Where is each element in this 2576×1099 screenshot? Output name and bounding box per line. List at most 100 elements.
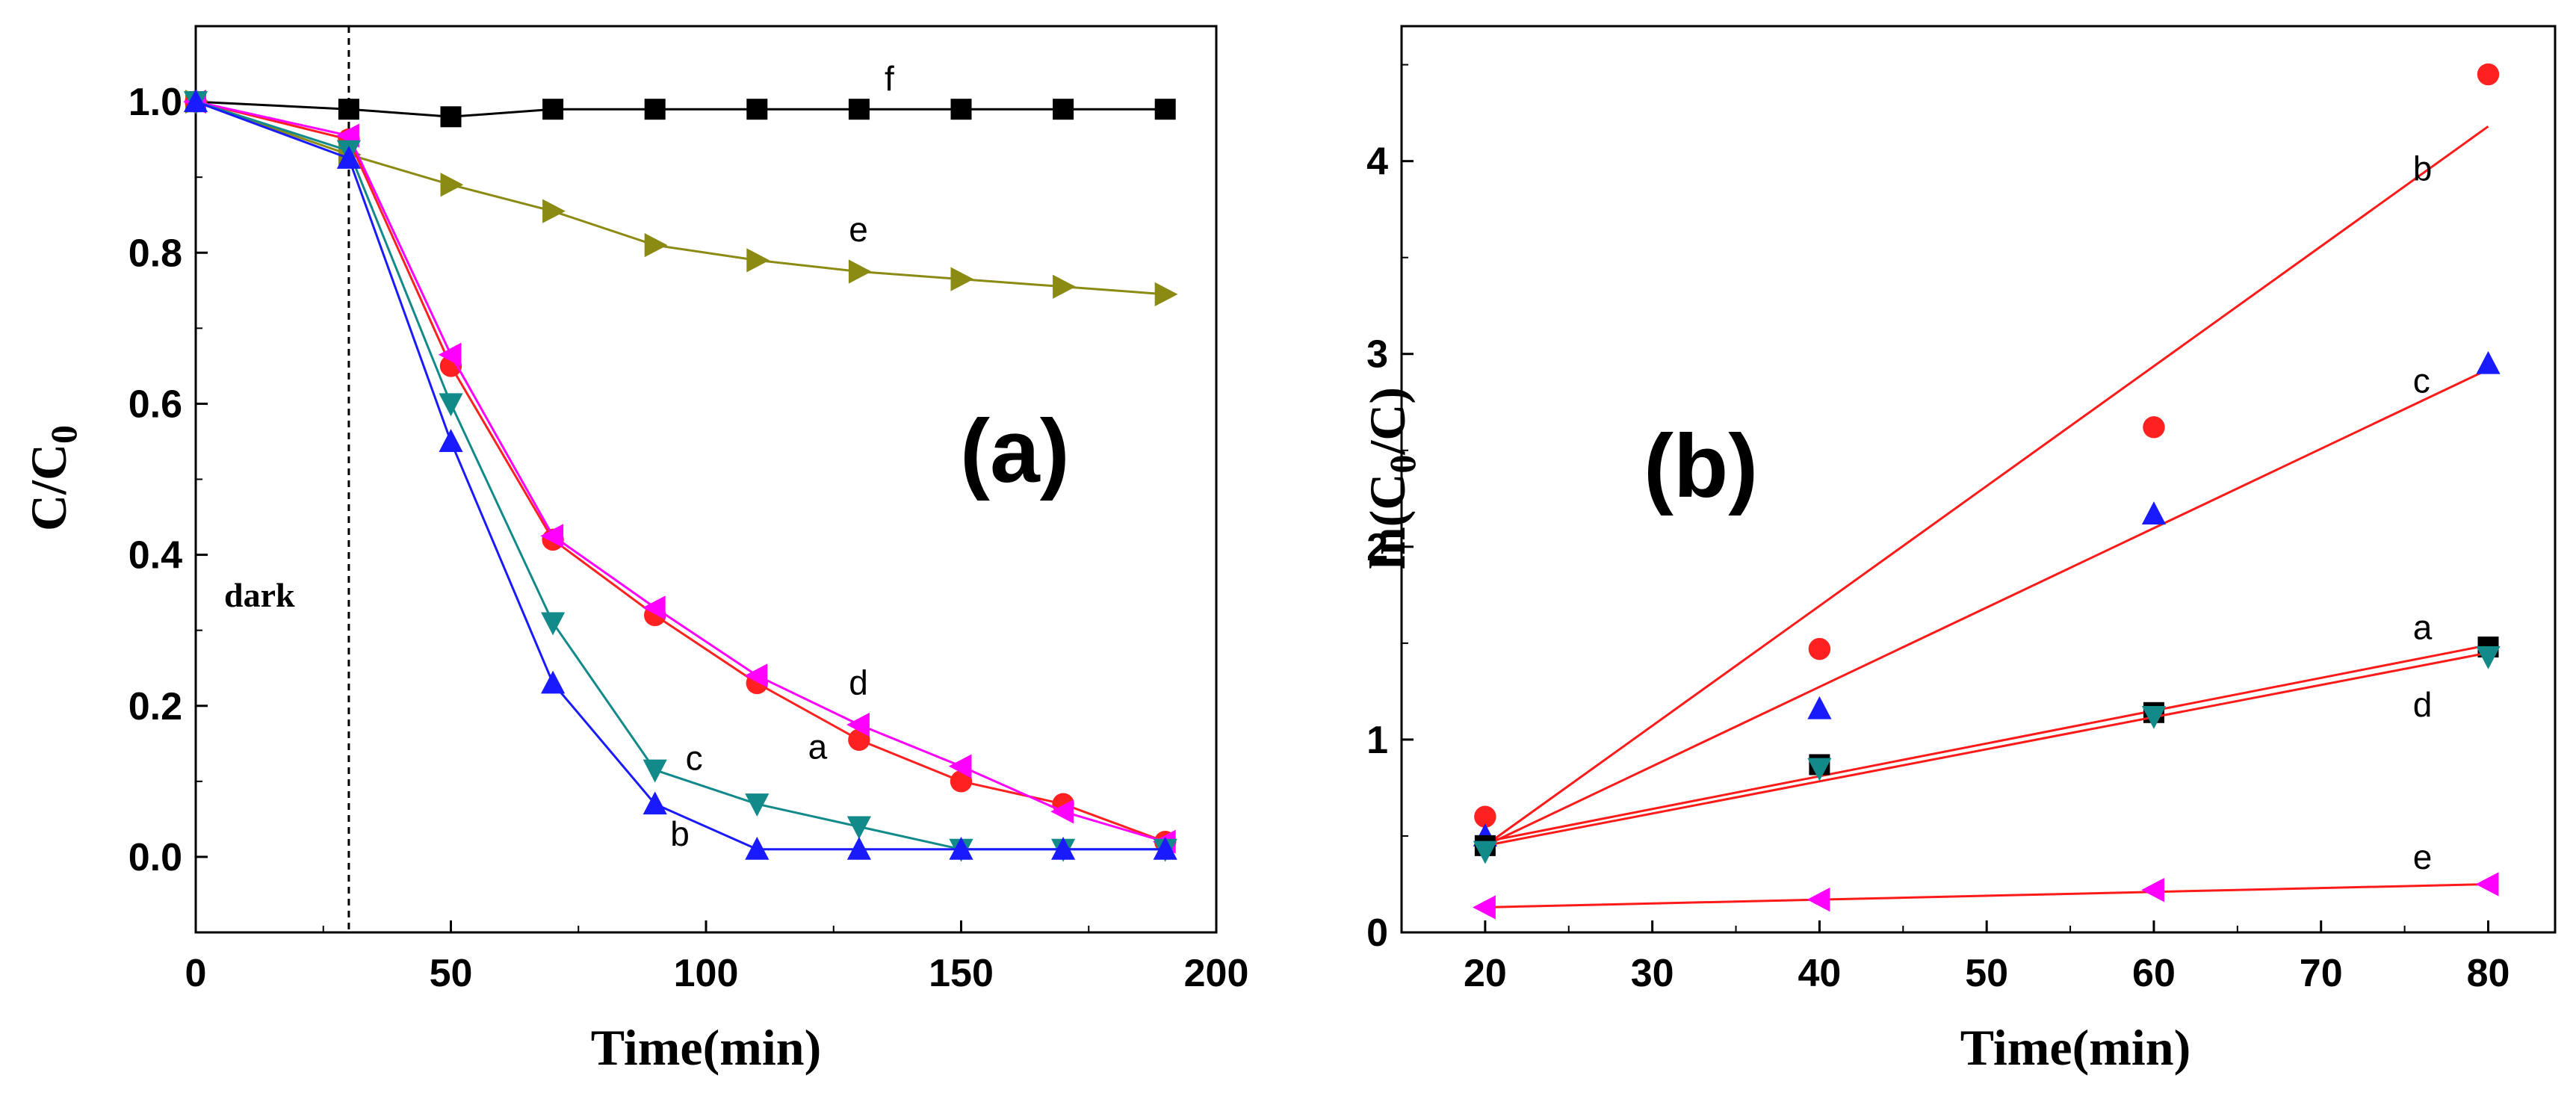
data-point-e [644,233,668,258]
data-point-d [642,595,666,620]
data-point-d [2476,646,2501,669]
series-line-a [195,100,1166,843]
data-point-b [541,670,566,694]
data-point-c [541,612,566,636]
data-point-e [1053,274,1076,299]
data-point-c [745,793,770,817]
curve-label-c: c [2413,361,2430,400]
data-point-e [2141,878,2164,903]
data-point-d [1473,840,1497,864]
data-point-b [2143,416,2165,439]
y-tick-label: 0.4 [129,534,182,578]
data-point-b [1474,805,1496,828]
series-line-b [195,100,1165,851]
data-point-e [848,259,872,284]
fit-line-b [1484,125,2489,847]
data-point-e [542,199,566,223]
y-axis-label: ln(C0/C) [1359,387,1423,569]
y-tick-label: 1 [1366,719,1388,762]
series-d: d [1473,646,2501,864]
data-point-b [949,837,973,860]
x-tick-label: 200 [1184,952,1249,995]
x-tick-label: 50 [430,952,473,995]
data-point-b [1808,637,1831,660]
data-point-e [950,267,974,291]
data-point-e [2475,872,2499,897]
curve-label-a: a [808,728,828,767]
panel-a-chart: 0 50 100 150 200 0.0 0.2 0.4 0.6 0.8 1.0 Time(min) C… [20,25,1249,1076]
y-tick-label: 1.0 [129,81,182,124]
dark-annotation-label: dark [224,576,295,614]
data-point-f [746,99,768,120]
data-point-b [846,837,871,860]
series-c: c [1473,350,2501,847]
curve-label-b: b [670,814,690,853]
x-axis-label: Time(min) [1960,1019,2191,1076]
data-point-e [440,173,464,197]
x-tick-label: 50 [1965,952,2008,995]
x-axis-label: Time(min) [591,1019,822,1076]
data-point-f [1154,99,1176,120]
data-point-b [183,89,208,113]
data-point-f [1053,99,1074,120]
series-line-e [195,100,1165,296]
data-point-d [438,342,462,367]
x-tick-label: 100 [674,952,739,995]
y-tick-label: 2 [1366,526,1388,569]
panel-label: (a) [960,401,1070,501]
data-point-f [338,99,359,120]
series-line-f [195,100,1165,118]
y-tick-label: 4 [1366,140,1388,184]
series-e: e [185,89,1178,306]
series-f: f [185,59,1176,128]
data-point-c [643,759,667,783]
fit-line-d [1484,651,2489,847]
data-point-e [1154,282,1178,306]
data-point-b [745,837,770,860]
data-point-d [1807,758,1832,781]
data-point-b [2477,63,2500,86]
data-point-f [440,106,462,128]
data-point-e [746,248,770,273]
data-point-a [848,728,870,751]
x-tick-label: 40 [1798,952,1841,995]
x-tick-label: 70 [2300,952,2343,995]
data-point-a [950,770,973,793]
data-point-b [439,429,463,452]
data-point-d [948,754,972,778]
data-point-b [336,146,361,169]
y-tick-label: 3 [1366,333,1388,377]
y-axis-label: C/C0 [20,425,84,531]
series-b: b [1474,63,2500,847]
data-point-d [744,663,768,688]
data-point-c [2141,501,2167,524]
series-line-d [195,100,1166,843]
panel-b-chart: 20 30 40 50 60 70 80 0 1 2 3 4 Time(min) ln(C0/C) (b) b… [1359,25,2557,1076]
data-point-f [950,99,972,120]
x-tick-label: 30 [1631,952,1674,995]
data-point-e [1806,888,1830,912]
data-point-d [846,712,870,737]
panel-label: (b) [1644,416,1758,516]
series-b: b [183,89,1177,860]
fit-line-e [1484,882,2489,908]
fit-line-a [1484,643,2489,843]
x-tick-label: 60 [2132,952,2176,995]
data-point-c [1807,696,1832,719]
series-e: e [1473,838,2499,920]
data-point-d [2141,705,2167,729]
fit-line-c [1484,368,2489,847]
curve-label-e: e [2413,838,2433,876]
x-tick-label: 150 [929,952,994,995]
curve-label-e: e [849,210,868,249]
y-tick-label: 0.0 [129,836,182,879]
y-tick-label: 0.6 [129,383,182,426]
data-point-c [846,816,871,840]
curve-label-d: d [2413,685,2433,724]
data-point-d [1050,799,1074,824]
data-point-c [439,393,463,417]
x-tick-label: 20 [1464,952,1507,995]
curve-label-f: f [885,59,894,98]
data-point-b [1153,837,1177,860]
data-point-b [1051,837,1076,860]
